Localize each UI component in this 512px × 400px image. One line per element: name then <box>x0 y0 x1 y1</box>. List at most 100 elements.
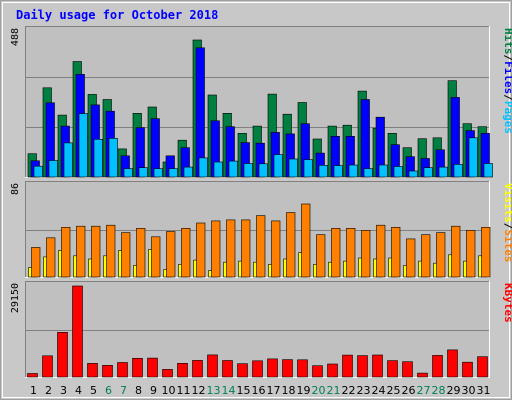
bar-kbytes-undefined <box>357 355 368 378</box>
x-tick-label: 30 <box>462 384 476 397</box>
bar-kbytes-undefined <box>372 354 383 378</box>
bar-sites-undefined <box>331 228 341 278</box>
bar-sites-undefined <box>466 230 476 278</box>
bar-kbytes-undefined <box>267 358 278 378</box>
bar-kbytes-undefined <box>387 360 398 378</box>
bar-pages-19 <box>303 159 313 178</box>
x-tick-label: 13 <box>207 384 221 397</box>
series-kbytes <box>27 285 488 378</box>
bar-kbytes-undefined <box>162 369 173 378</box>
bar-sites-undefined <box>226 219 236 278</box>
bar-sites-undefined <box>196 222 206 278</box>
bar-kbytes-undefined <box>327 363 338 378</box>
bar-pages-11 <box>183 166 193 178</box>
bar-sites-undefined <box>151 236 161 278</box>
bar-sites-undefined <box>136 228 146 278</box>
legend-pages: Pages <box>502 101 512 134</box>
bar-sites-undefined <box>61 227 71 278</box>
x-tick-label: 8 <box>135 384 142 397</box>
x-tick-label: 5 <box>90 384 97 397</box>
bar-kbytes-undefined <box>402 361 413 378</box>
bar-sites-undefined <box>451 225 461 278</box>
x-tick-label: 17 <box>267 384 281 397</box>
bar-kbytes-undefined <box>297 359 308 378</box>
bar-pages-4 <box>78 113 88 178</box>
bar-kbytes-undefined <box>237 363 248 378</box>
panel-2: 86 <box>10 181 491 278</box>
x-tick-label: 11 <box>177 384 191 397</box>
bar-pages-2 <box>48 160 58 178</box>
legend-kbytes: KBytes <box>502 283 512 323</box>
bar-kbytes-undefined <box>57 331 68 378</box>
x-tick-label: 1 <box>30 384 37 397</box>
bar-sites-undefined <box>211 220 221 278</box>
bar-pages-15 <box>243 163 253 178</box>
x-tick-label: 9 <box>150 384 157 397</box>
bar-pages-13 <box>213 161 223 178</box>
x-tick-label: 2 <box>45 384 52 397</box>
bar-sites-undefined <box>301 203 311 278</box>
bar-pages-21 <box>333 165 343 178</box>
bar-sites-undefined <box>286 212 296 278</box>
bar-pages-24 <box>378 164 388 178</box>
bar-kbytes-undefined <box>117 362 128 378</box>
bar-pages-16 <box>258 163 268 178</box>
x-tick-label: 31 <box>477 384 491 397</box>
x-tick-label: 24 <box>372 384 386 397</box>
bar-pages-14 <box>228 160 238 178</box>
bar-sites-undefined <box>76 225 86 278</box>
x-tick-label: 14 <box>222 384 236 397</box>
bar-sites-undefined <box>91 225 101 278</box>
bar-pages-23 <box>363 168 373 178</box>
x-axis-tick-labels: 1 2 3 4 5 6 7 8 9 10 11 12 13 14 15 16 17 18 19 20 21 22 23 24 2… <box>30 384 491 397</box>
x-tick-label: 16 <box>252 384 266 397</box>
legend-sites: Sites <box>502 229 512 262</box>
bar-kbytes-undefined <box>207 354 218 378</box>
legend-hits: Hits <box>502 28 512 55</box>
x-tick-label: 21 <box>327 384 341 397</box>
bar-pages-5 <box>93 139 103 178</box>
x-tick-label: 27 <box>417 384 431 397</box>
x-tick-label: 22 <box>342 384 356 397</box>
bar-sites-undefined <box>106 224 116 278</box>
bar-sites-undefined <box>166 231 176 278</box>
bar-kbytes-undefined <box>192 360 203 378</box>
bar-kbytes-undefined <box>222 360 233 378</box>
bar-kbytes-undefined <box>447 349 458 378</box>
bar-pages-18 <box>288 158 298 178</box>
bar-kbytes-undefined <box>477 356 488 378</box>
bar-kbytes-undefined <box>147 357 158 378</box>
x-tick-label: 25 <box>387 384 401 397</box>
bar-pages-17 <box>273 154 283 178</box>
bar-kbytes-undefined <box>312 365 323 378</box>
bar-kbytes-undefined <box>72 285 83 378</box>
bar-pages-20 <box>318 165 328 178</box>
bar-sites-undefined <box>376 224 386 278</box>
bar-sites-undefined <box>436 232 446 278</box>
bar-sites-undefined <box>241 219 251 278</box>
legend-files: Files <box>502 61 512 94</box>
bar-kbytes-undefined <box>87 363 98 378</box>
bar-pages-25 <box>393 166 403 178</box>
bar-sites-undefined <box>121 232 131 278</box>
x-tick-label: 15 <box>237 384 251 397</box>
bar-pages-31 <box>483 163 493 178</box>
bar-sites-undefined <box>406 238 416 278</box>
bar-kbytes-undefined <box>177 362 188 378</box>
bar-kbytes-undefined <box>462 361 473 378</box>
bar-pages-9 <box>153 168 163 178</box>
bar-sites-undefined <box>421 234 431 278</box>
bar-kbytes-undefined <box>252 360 263 378</box>
bar-pages-12 <box>198 157 208 178</box>
x-tick-label: 10 <box>162 384 176 397</box>
bar-pages-8 <box>138 167 148 178</box>
x-tick-label: 7 <box>120 384 127 397</box>
bar-pages-6 <box>108 138 118 178</box>
bar-sites-undefined <box>316 234 326 278</box>
x-tick-label: 20 <box>312 384 326 397</box>
x-tick-label: 3 <box>60 384 67 397</box>
bar-kbytes-undefined <box>342 354 353 378</box>
y-axis-max-label: 29150 <box>10 283 21 313</box>
bar-sites-undefined <box>46 237 56 278</box>
